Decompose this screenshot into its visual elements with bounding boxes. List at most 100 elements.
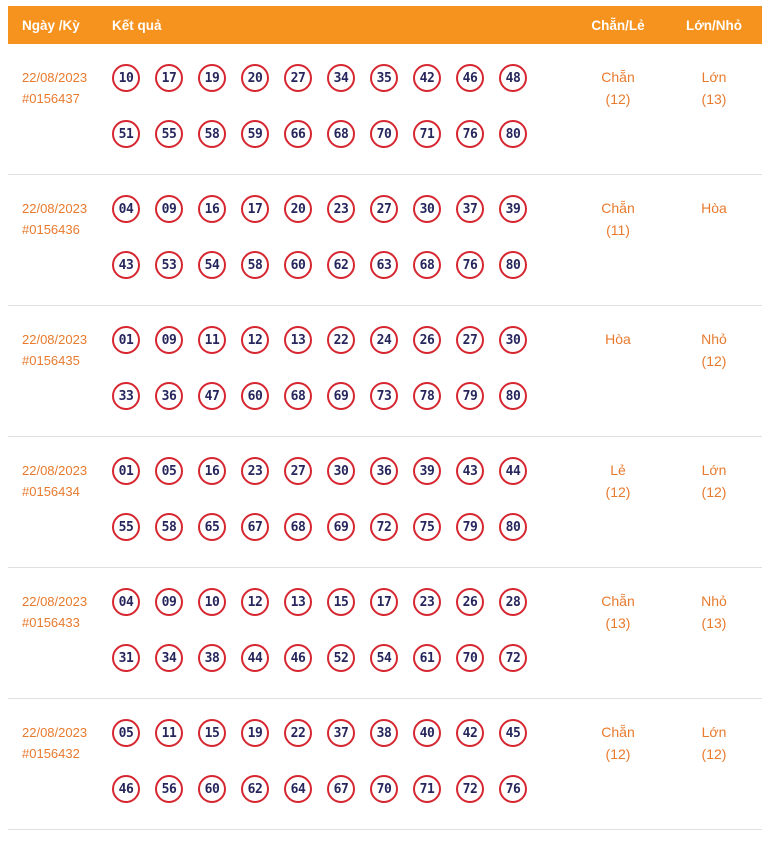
number-ball: 72 bbox=[499, 644, 527, 672]
number-ball: 44 bbox=[241, 644, 269, 672]
number-ball: 15 bbox=[198, 719, 226, 747]
number-ball: 05 bbox=[112, 719, 140, 747]
even-odd-label: Chẵn bbox=[601, 724, 635, 740]
number-ball: 46 bbox=[456, 64, 484, 92]
numbers-line-1: 01 05 16 23 27 30 36 39 43 44 bbox=[112, 457, 570, 485]
even-odd-count: (12) bbox=[605, 91, 631, 107]
number-ball: 20 bbox=[241, 64, 269, 92]
number-ball: 27 bbox=[370, 195, 398, 223]
number-ball: 60 bbox=[198, 775, 226, 803]
number-ball: 37 bbox=[327, 719, 355, 747]
numbers-line-2: 51 55 58 59 66 68 70 71 76 80 bbox=[112, 120, 570, 148]
numbers-line-2: 33 36 47 60 68 69 73 78 79 80 bbox=[112, 382, 570, 410]
draw-row: 22/08/2023 #0156435 01 09 11 12 13 22 24 26 27 30… bbox=[8, 306, 762, 437]
number-ball: 80 bbox=[499, 382, 527, 410]
number-ball: 62 bbox=[241, 775, 269, 803]
number-ball: 80 bbox=[499, 120, 527, 148]
draw-id: #0156437 bbox=[22, 91, 80, 106]
number-ball: 10 bbox=[198, 588, 226, 616]
draw-numbers-cell: 04 09 10 12 13 15 17 23 26 28 31 34 38 44 46 52 54 61 70 7… bbox=[104, 588, 570, 672]
number-ball: 65 bbox=[198, 513, 226, 541]
number-ball: 16 bbox=[198, 195, 226, 223]
number-ball: 23 bbox=[241, 457, 269, 485]
numbers-line-2: 43 53 54 58 60 62 63 68 76 80 bbox=[112, 251, 570, 279]
number-ball: 30 bbox=[327, 457, 355, 485]
number-ball: 56 bbox=[155, 775, 183, 803]
number-ball: 76 bbox=[456, 120, 484, 148]
number-ball: 69 bbox=[327, 513, 355, 541]
even-odd-count: (12) bbox=[605, 746, 631, 762]
number-ball: 75 bbox=[413, 513, 441, 541]
big-small-label: Lớn bbox=[701, 724, 727, 740]
number-ball: 60 bbox=[284, 251, 312, 279]
number-ball: 69 bbox=[327, 382, 355, 410]
even-odd-count: (11) bbox=[606, 222, 630, 238]
even-odd-cell: Chẵn (12) bbox=[570, 719, 666, 765]
number-ball: 68 bbox=[327, 120, 355, 148]
even-odd-cell: Chẵn (13) bbox=[570, 588, 666, 634]
draw-date: 22/08/2023 bbox=[22, 70, 88, 85]
number-ball: 39 bbox=[413, 457, 441, 485]
numbers-line-2: 31 34 38 44 46 52 54 61 70 72 bbox=[112, 644, 570, 672]
number-ball: 72 bbox=[456, 775, 484, 803]
big-small-cell: Nhỏ (12) bbox=[666, 326, 762, 372]
draw-row: 22/08/2023 #0156436 04 09 16 17 20 23 27 30 37 39… bbox=[8, 175, 762, 306]
number-ball: 31 bbox=[112, 644, 140, 672]
number-ball: 22 bbox=[327, 326, 355, 354]
number-ball: 54 bbox=[370, 644, 398, 672]
number-ball: 05 bbox=[155, 457, 183, 485]
header-even-odd-column: Chẵn/Lẻ bbox=[591, 17, 645, 33]
number-ball: 68 bbox=[284, 513, 312, 541]
number-ball: 54 bbox=[198, 251, 226, 279]
number-ball: 26 bbox=[456, 588, 484, 616]
draw-date-cell: 22/08/2023 #0156434 bbox=[8, 457, 104, 502]
number-ball: 27 bbox=[284, 457, 312, 485]
big-small-count: (12) bbox=[701, 484, 727, 500]
big-small-label: Nhỏ bbox=[701, 331, 727, 347]
number-ball: 23 bbox=[327, 195, 355, 223]
even-odd-count: (12) bbox=[605, 484, 631, 500]
number-ball: 10 bbox=[112, 64, 140, 92]
even-odd-cell: Hòa bbox=[570, 326, 666, 350]
draw-id: #0156434 bbox=[22, 484, 80, 499]
number-ball: 72 bbox=[370, 513, 398, 541]
number-ball: 42 bbox=[413, 64, 441, 92]
number-ball: 30 bbox=[499, 326, 527, 354]
number-ball: 59 bbox=[241, 120, 269, 148]
number-ball: 61 bbox=[413, 644, 441, 672]
even-odd-label: Chẵn bbox=[601, 69, 635, 85]
big-small-label: Lớn bbox=[701, 462, 727, 478]
number-ball: 13 bbox=[284, 326, 312, 354]
number-ball: 38 bbox=[370, 719, 398, 747]
number-ball: 73 bbox=[370, 382, 398, 410]
number-ball: 12 bbox=[241, 588, 269, 616]
header-big-small-column: Lớn/Nhỏ bbox=[685, 17, 743, 33]
even-odd-label: Chẵn bbox=[601, 200, 635, 216]
number-ball: 35 bbox=[370, 64, 398, 92]
number-ball: 44 bbox=[499, 457, 527, 485]
numbers-line-2: 55 58 65 67 68 69 72 75 79 80 bbox=[112, 513, 570, 541]
number-ball: 09 bbox=[155, 326, 183, 354]
number-ball: 70 bbox=[370, 120, 398, 148]
big-small-cell: Nhỏ (13) bbox=[666, 588, 762, 634]
draw-numbers-cell: 05 11 15 19 22 37 38 40 42 45 46 56 60 62 64 67 70 71 72 7… bbox=[104, 719, 570, 803]
numbers-line-1: 10 17 19 20 27 34 35 42 46 48 bbox=[112, 64, 570, 92]
numbers-line-1: 04 09 16 17 20 23 27 30 37 39 bbox=[112, 195, 570, 223]
number-ball: 27 bbox=[456, 326, 484, 354]
draw-date: 22/08/2023 bbox=[22, 725, 88, 740]
number-ball: 36 bbox=[370, 457, 398, 485]
number-ball: 37 bbox=[456, 195, 484, 223]
numbers-line-1: 01 09 11 12 13 22 24 26 27 30 bbox=[112, 326, 570, 354]
number-ball: 33 bbox=[112, 382, 140, 410]
number-ball: 71 bbox=[413, 120, 441, 148]
number-ball: 79 bbox=[456, 513, 484, 541]
draw-row: 22/08/2023 #0156432 05 11 15 19 22 37 38 40 42 45… bbox=[8, 699, 762, 830]
draw-date-cell: 22/08/2023 #0156436 bbox=[8, 195, 104, 240]
number-ball: 51 bbox=[112, 120, 140, 148]
number-ball: 67 bbox=[241, 513, 269, 541]
number-ball: 15 bbox=[327, 588, 355, 616]
number-ball: 24 bbox=[370, 326, 398, 354]
big-small-cell: Lớn (12) bbox=[666, 719, 762, 765]
draw-date: 22/08/2023 bbox=[22, 463, 88, 478]
number-ball: 28 bbox=[499, 588, 527, 616]
